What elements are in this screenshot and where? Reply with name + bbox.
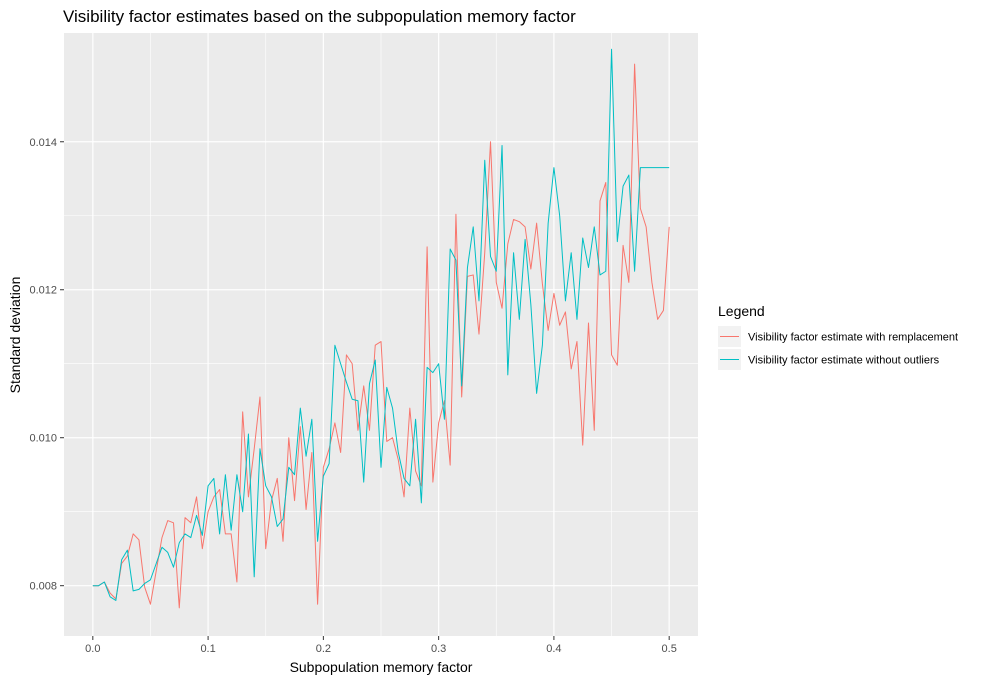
y-tick-label: 0.008	[29, 581, 57, 593]
series-line-1	[92, 63, 670, 609]
y-axis: 0.008 0.010 0.012 0.014	[29, 137, 64, 593]
y-tick-label: 0.014	[29, 137, 57, 149]
legend-label-2: Visibility factor estimate without outli…	[748, 355, 940, 367]
legend: Legend Visibility factor estimate with r…	[718, 303, 958, 370]
series-line-2	[92, 48, 670, 601]
minor-grid	[64, 33, 698, 636]
series-layer	[92, 48, 670, 609]
x-tick-label: 0.1	[200, 643, 215, 655]
x-axis: 0.0 0.1 0.2 0.3 0.4 0.5	[85, 636, 677, 655]
chart-title: Visibility factor estimates based on the…	[63, 7, 576, 26]
y-axis-title: Standard deviation	[7, 277, 23, 394]
x-axis-title: Subpopulation memory factor	[290, 659, 473, 675]
x-tick-label: 0.0	[85, 643, 100, 655]
y-tick-label: 0.012	[29, 285, 57, 297]
major-grid	[64, 33, 698, 636]
x-tick-label: 0.4	[546, 643, 561, 655]
x-tick-label: 0.3	[431, 643, 446, 655]
x-tick-label: 0.5	[662, 643, 677, 655]
legend-title: Legend	[718, 303, 765, 319]
legend-items: Visibility factor estimate with remplace…	[718, 326, 958, 370]
legend-label-1: Visibility factor estimate with remplace…	[748, 332, 958, 344]
x-tick-label: 0.2	[316, 643, 331, 655]
y-tick-label: 0.010	[29, 433, 57, 445]
